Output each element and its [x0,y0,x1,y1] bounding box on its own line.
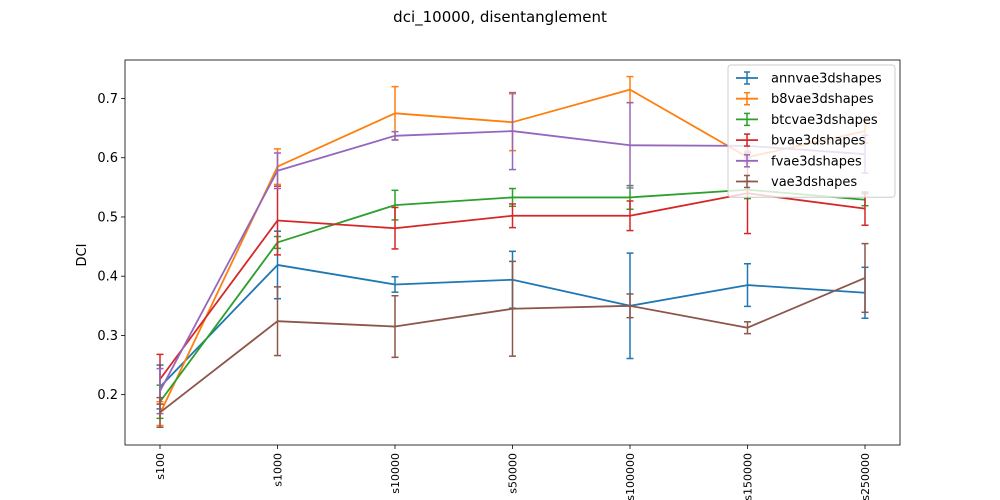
legend-label: btcvae3dshapes [771,113,878,128]
legend-label: b8vae3dshapes [771,92,874,107]
y-axis: 0.2 0.3 0.4 0.5 0.6 0.7 [97,92,125,403]
legend: annvae3dshapes b8vae3dshapes btcvae3dshape… [727,64,896,198]
x-tick-label: s100 [154,453,167,480]
legend-item: b8vae3dshapes [736,91,874,107]
y-tick-label: 0.4 [97,270,118,285]
x-tick-label: s50000 [507,453,520,494]
legend-box [727,64,896,198]
x-tick-label: s150000 [742,453,755,500]
y-axis-label: DCI [75,244,90,267]
y-tick-label: 0.6 [97,151,118,166]
legend-item: annvae3dshapes [736,71,882,87]
y-tick-label: 0.5 [97,210,118,225]
series-vae3dshapes [156,242,869,428]
y-tick-label: 0.7 [97,92,118,107]
x-axis: s100 s1000 s10000 s50000 s100000 s150000 s2500… [154,445,872,500]
legend-item: vae3dshapes [736,174,857,190]
plot-area [156,75,869,428]
legend-item: btcvae3dshapes [736,112,878,128]
x-tick-label: s10000 [389,453,402,494]
legend-item: fvae3dshapes [736,154,862,169]
legend-label: annvae3dshapes [771,72,882,87]
y-tick-label: 0.3 [97,329,118,344]
legend-label: fvae3dshapes [771,154,862,169]
legend-label: vae3dshapes [771,175,857,190]
legend-item: bvae3dshapes [736,133,866,149]
legend-label: bvae3dshapes [771,134,866,149]
chart-title: dci_10000, disentanglement [393,8,607,27]
x-tick-label: s250000 [859,453,872,500]
x-tick-label: s1000 [272,453,285,487]
x-tick-label: s100000 [624,453,637,500]
series-line [159,277,866,414]
y-tick-label: 0.2 [97,388,118,403]
